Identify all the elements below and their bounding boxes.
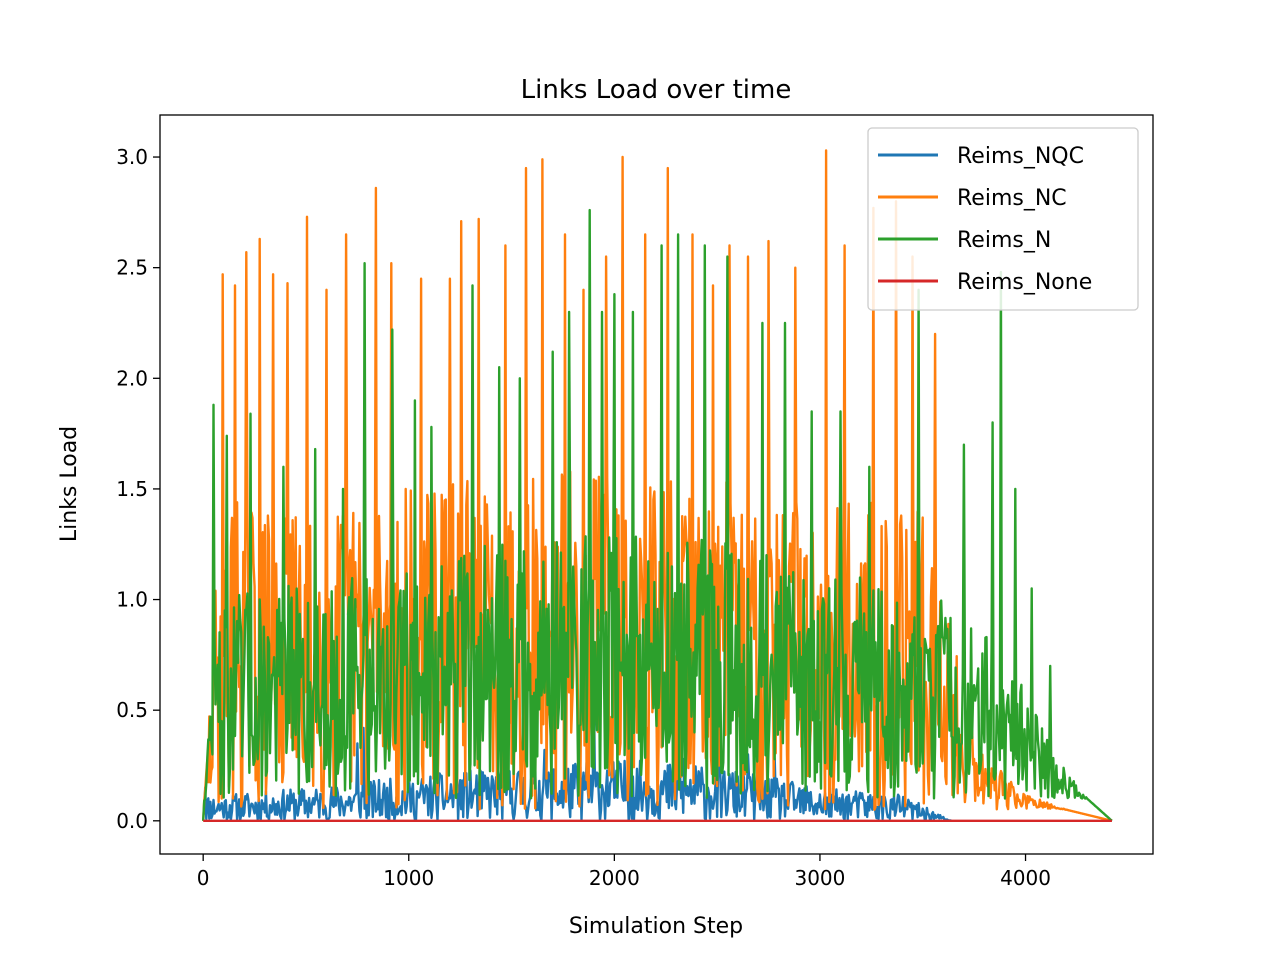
x-tick-label: 2000 [589, 866, 640, 890]
legend-label: Reims_NQC [957, 144, 1084, 169]
y-tick-label: 1.0 [116, 588, 148, 612]
x-tick-label: 0 [197, 866, 210, 890]
legend-box [867, 127, 1139, 311]
chart-title: Links Load over time [521, 75, 792, 105]
y-tick-label: 2.0 [116, 366, 148, 390]
x-tick-label: 3000 [794, 866, 845, 890]
legend-label: Reims_None [957, 270, 1092, 295]
y-axis-label: Links Load [57, 426, 82, 542]
y-tick-label: 2.5 [116, 256, 148, 280]
y-tick-label: 3.0 [116, 145, 148, 169]
x-axis-label: Simulation Step [569, 914, 743, 939]
series-line-reims-n [202, 208, 1113, 822]
y-tick-label: 0.0 [116, 809, 148, 833]
y-axis: 0.0 0.5 1.0 1.5 2.0 2.5 3.0 [116, 145, 160, 833]
x-axis: 0 1000 2000 3000 4000 [197, 854, 1051, 890]
legend-label: Reims_NC [957, 186, 1067, 211]
legend-label: Reims_N [957, 228, 1051, 253]
x-tick-label: 4000 [1000, 866, 1051, 890]
series-layer [202, 149, 1113, 822]
x-tick-label: 1000 [383, 866, 434, 890]
y-tick-label: 1.5 [116, 477, 148, 501]
y-tick-label: 0.5 [116, 698, 148, 722]
legend: Reims_NQC Reims_NC Reims_N Reims_None [867, 127, 1139, 311]
plot-frame [159, 114, 1154, 855]
